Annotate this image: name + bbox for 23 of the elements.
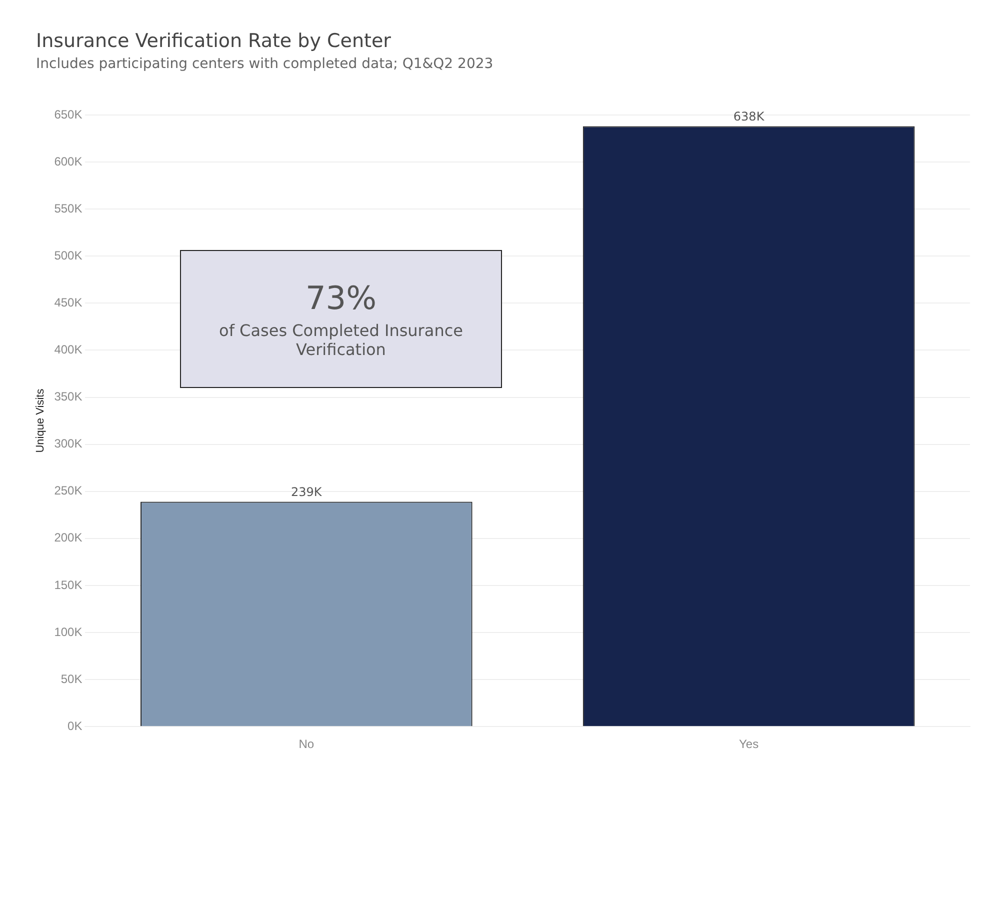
y-tick-label: 550K <box>54 201 82 216</box>
annotation: of Cases Completed Insurance Verification <box>218 321 464 359</box>
y-tick-label: 200K <box>54 530 82 545</box>
annotation: 73% <box>304 279 378 317</box>
chart-subtitle: Includes participating centers with completed data; Q1&Q2 2023 <box>36 56 494 72</box>
y-axis-title: Unique Visits <box>34 388 47 453</box>
y-tick-label: 100K <box>54 624 82 639</box>
y-tick-label: 650K <box>54 107 82 122</box>
y-tick-label: 450K <box>54 295 82 310</box>
y-tick-label: 300K <box>54 436 82 451</box>
x-tick-label: Yes <box>739 737 759 752</box>
data-label: 638K <box>733 109 766 124</box>
y-tick-label: 0K <box>68 718 82 733</box>
y-tick-label: 600K <box>54 154 82 168</box>
chart-title: Insurance Verification Rate by Center <box>36 30 391 52</box>
y-tick-label: 250K <box>54 484 82 498</box>
y-tick-label: 400K <box>54 342 82 357</box>
y-tick-label: 50K <box>60 672 82 686</box>
x-tick-label: No <box>298 737 314 752</box>
y-tick-label: 500K <box>54 248 82 262</box>
y-tick-label: 350K <box>54 390 82 404</box>
data-label: 239K <box>291 484 323 499</box>
y-tick-label: 150K <box>54 578 82 592</box>
